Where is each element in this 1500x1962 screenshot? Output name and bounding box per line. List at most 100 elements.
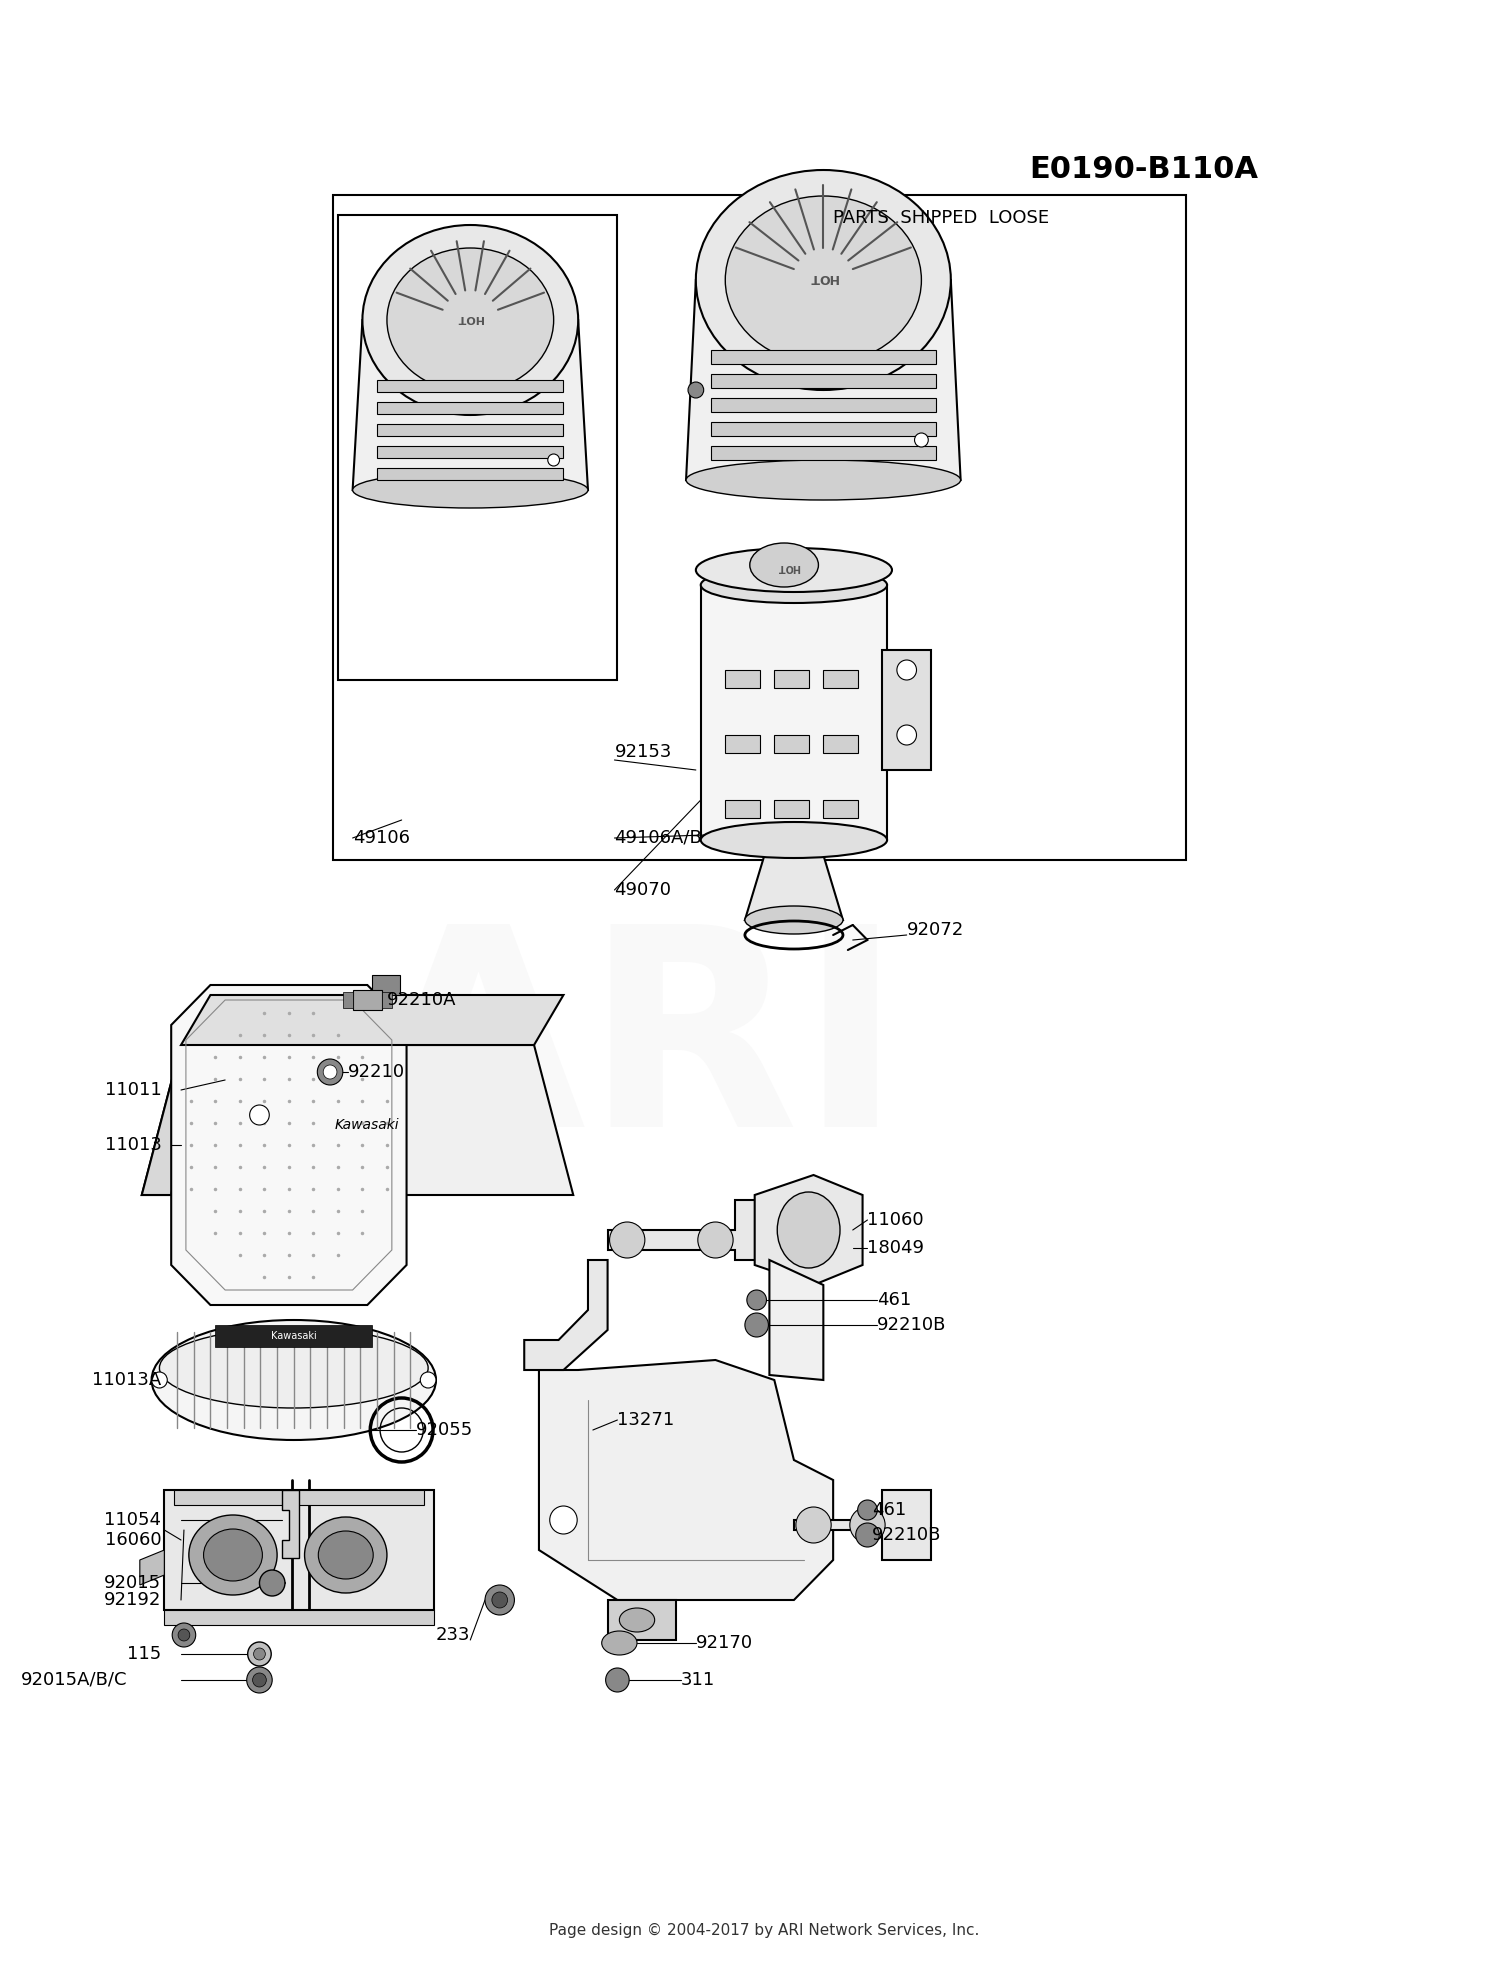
Bar [824,669,858,689]
Polygon shape [794,1489,932,1560]
Bar [726,669,759,689]
Text: 92210: 92210 [348,1063,405,1081]
Bar [216,1324,372,1348]
Polygon shape [608,1599,676,1640]
Polygon shape [770,1260,824,1379]
Ellipse shape [897,659,916,681]
Ellipse shape [897,726,916,746]
Ellipse shape [172,1623,195,1646]
Text: 233: 233 [436,1626,471,1644]
Ellipse shape [698,1222,734,1258]
Text: 92153: 92153 [615,744,672,761]
Polygon shape [382,993,392,1008]
Text: 92210B: 92210B [878,1317,946,1334]
Polygon shape [746,855,843,920]
Bar [711,422,936,436]
Ellipse shape [858,1501,877,1521]
Text: 92015A/B/C: 92015A/B/C [21,1672,128,1689]
Ellipse shape [606,1668,628,1691]
Ellipse shape [304,1517,387,1593]
Bar [165,1489,434,1611]
Bar [376,381,564,392]
Ellipse shape [152,1371,168,1387]
Bar [882,649,932,769]
Text: PARTS  SHIPPED  LOOSE: PARTS SHIPPED LOOSE [833,210,1050,228]
Text: 92170: 92170 [696,1634,753,1652]
Ellipse shape [152,1320,436,1440]
Text: 92210B: 92210B [873,1526,942,1544]
Ellipse shape [252,1674,267,1687]
Ellipse shape [746,906,843,934]
Text: 11013A: 11013A [92,1371,162,1389]
Ellipse shape [248,1642,272,1666]
Bar [352,991,382,1010]
Ellipse shape [492,1591,507,1609]
Text: 11054: 11054 [105,1511,162,1528]
Polygon shape [171,985,407,1305]
Bar [726,736,759,753]
Text: 92192: 92192 [104,1591,162,1609]
Ellipse shape [249,1105,270,1124]
Ellipse shape [750,543,819,587]
Ellipse shape [688,383,703,398]
Ellipse shape [915,434,928,447]
Ellipse shape [796,1507,831,1542]
Bar [726,800,759,818]
Bar [711,349,936,365]
Text: 92015: 92015 [105,1574,162,1591]
Text: 16060: 16060 [105,1530,162,1550]
Ellipse shape [254,1648,266,1660]
Text: 13271: 13271 [618,1411,675,1428]
Polygon shape [352,320,588,490]
Bar [376,469,564,481]
Polygon shape [538,1360,833,1599]
Bar [333,194,1186,859]
Ellipse shape [746,1313,768,1336]
Ellipse shape [318,1530,374,1579]
Bar [774,800,808,818]
Ellipse shape [747,1289,766,1311]
Text: 11060: 11060 [867,1211,924,1228]
Ellipse shape [246,1668,272,1693]
Text: Page design © 2004-2017 by ARI Network Services, Inc.: Page design © 2004-2017 by ARI Network S… [549,1923,980,1938]
Bar [372,975,399,995]
Text: Kawasaki: Kawasaki [272,1330,316,1340]
Bar [711,398,936,412]
Text: 49106A/B: 49106A/B [615,830,702,848]
Text: HOT: HOT [808,271,838,284]
Polygon shape [182,995,564,1046]
Text: 92210A: 92210A [387,991,456,1008]
Ellipse shape [726,196,921,365]
Text: 49106: 49106 [352,830,410,848]
Ellipse shape [620,1609,654,1632]
Text: ARI: ARI [370,914,903,1185]
Ellipse shape [352,473,588,508]
Ellipse shape [387,247,554,392]
Polygon shape [142,1046,573,1195]
Text: 11013: 11013 [105,1136,162,1154]
Bar [338,216,618,681]
Ellipse shape [855,1523,879,1546]
Ellipse shape [549,1507,578,1534]
Text: 11011: 11011 [105,1081,162,1099]
Polygon shape [524,1260,608,1369]
Text: 461: 461 [873,1501,906,1519]
Bar [824,736,858,753]
Text: 115: 115 [128,1644,162,1664]
Bar [174,1489,424,1505]
Polygon shape [700,585,886,840]
Bar [711,445,936,459]
Text: 92055: 92055 [417,1420,474,1438]
Ellipse shape [484,1585,514,1615]
Ellipse shape [686,459,960,500]
Polygon shape [142,995,210,1195]
Polygon shape [686,281,960,481]
Polygon shape [608,1201,770,1260]
Bar [376,445,564,457]
Bar [774,669,808,689]
Ellipse shape [420,1371,436,1387]
Ellipse shape [260,1570,285,1595]
Text: 311: 311 [681,1672,716,1689]
Ellipse shape [850,1507,885,1542]
Bar [376,424,564,436]
